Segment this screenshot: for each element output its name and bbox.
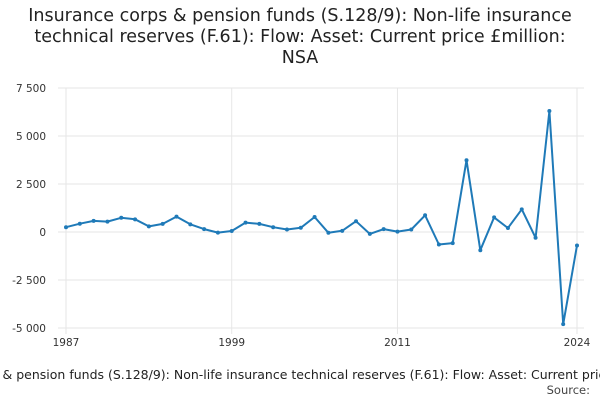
x-tick-label: 1999 bbox=[218, 337, 245, 349]
data-point[interactable] bbox=[202, 227, 207, 232]
y-tick-label: -2 500 bbox=[12, 275, 46, 287]
y-tick-label: 0 bbox=[39, 227, 46, 239]
data-point[interactable] bbox=[519, 207, 524, 212]
grid-lines bbox=[58, 87, 584, 334]
series-legend-label: Insurance corps & pension funds (S.128/9… bbox=[0, 367, 600, 382]
data-point[interactable] bbox=[146, 224, 151, 229]
data-point[interactable] bbox=[547, 109, 552, 114]
data-point[interactable] bbox=[243, 220, 248, 225]
series-legend: Insurance corps & pension funds (S.128/9… bbox=[0, 367, 600, 383]
data-point[interactable] bbox=[298, 225, 303, 230]
x-tick-label: 2024 bbox=[564, 337, 591, 349]
data-point[interactable] bbox=[91, 218, 96, 223]
data-point[interactable] bbox=[105, 219, 110, 224]
data-point[interactable] bbox=[215, 230, 220, 235]
x-tick-label: 2011 bbox=[384, 337, 411, 349]
data-point[interactable] bbox=[284, 227, 289, 232]
source-label: Source: bbox=[546, 383, 590, 397]
chart-title: Insurance corps & pension funds (S.128/9… bbox=[28, 6, 572, 68]
data-point[interactable] bbox=[133, 217, 138, 222]
data-point[interactable] bbox=[575, 243, 579, 248]
y-axis-ticks: -5 000 -2 500 0 2 500 5 000 7 500 bbox=[12, 83, 46, 335]
data-point[interactable] bbox=[229, 229, 234, 234]
data-point[interactable] bbox=[119, 215, 124, 220]
data-point[interactable] bbox=[77, 221, 82, 226]
y-tick-label: 5 000 bbox=[16, 131, 46, 143]
y-tick-label: 2 500 bbox=[16, 179, 46, 191]
data-point[interactable] bbox=[340, 228, 345, 233]
data-point[interactable] bbox=[533, 235, 538, 240]
data-point[interactable] bbox=[478, 248, 483, 253]
data-point[interactable] bbox=[395, 229, 400, 234]
series-line bbox=[65, 110, 578, 326]
data-point[interactable] bbox=[160, 221, 165, 226]
data-point[interactable] bbox=[174, 214, 179, 219]
data-point[interactable] bbox=[326, 230, 331, 235]
data-points bbox=[64, 109, 579, 327]
data-point[interactable] bbox=[492, 215, 497, 220]
y-tick-label: -5 000 bbox=[12, 323, 46, 335]
data-point[interactable] bbox=[450, 241, 455, 246]
data-point[interactable] bbox=[188, 222, 193, 227]
data-point[interactable] bbox=[271, 225, 276, 230]
data-point[interactable] bbox=[381, 227, 386, 232]
data-point[interactable] bbox=[436, 242, 441, 247]
data-point[interactable] bbox=[505, 225, 510, 230]
data-point[interactable] bbox=[561, 322, 566, 327]
data-point[interactable] bbox=[64, 225, 68, 230]
data-point[interactable] bbox=[354, 219, 359, 224]
data-point[interactable] bbox=[257, 221, 262, 226]
y-tick-label: 7 500 bbox=[16, 83, 46, 95]
x-tick-label: 1987 bbox=[53, 337, 80, 349]
data-point[interactable] bbox=[312, 215, 317, 220]
data-point[interactable] bbox=[464, 158, 469, 163]
x-axis-ticks: 1987 1999 2011 2024 bbox=[53, 337, 591, 349]
data-point[interactable] bbox=[409, 227, 414, 232]
data-point[interactable] bbox=[423, 213, 428, 218]
data-point[interactable] bbox=[367, 231, 372, 236]
